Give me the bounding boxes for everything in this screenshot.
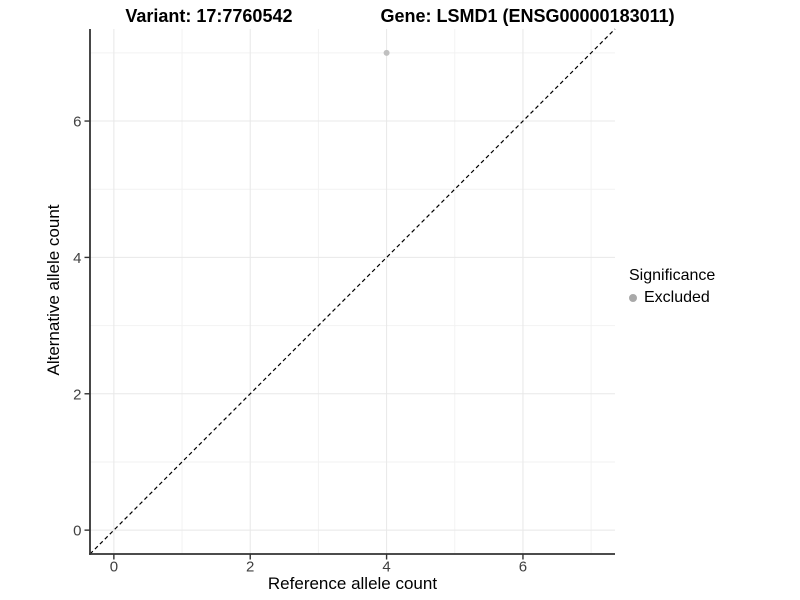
plot-title: Variant: 17:7760542 Gene: LSMD1 (ENSG000… bbox=[0, 6, 800, 27]
y-tick-label: 4 bbox=[73, 250, 81, 267]
legend-item-excluded: Excluded bbox=[629, 289, 715, 307]
plot-title-variant: Variant: 17:7760542 bbox=[125, 6, 293, 26]
x-axis-title: Reference allele count bbox=[267, 574, 438, 593]
x-tick-label: 4 bbox=[382, 559, 390, 576]
y-axis-title: Alternative allele count bbox=[44, 204, 63, 376]
y-tick-label: 0 bbox=[73, 523, 81, 540]
legend-title: Significance bbox=[629, 267, 716, 284]
data-point-excluded bbox=[383, 49, 390, 56]
y-tick-label: 6 bbox=[73, 114, 81, 131]
x-tick-label: 6 bbox=[519, 559, 527, 576]
legend-point-icon bbox=[629, 294, 637, 302]
y-tick-label: 2 bbox=[73, 386, 81, 403]
legend-item-label: Excluded bbox=[644, 289, 710, 306]
x-tick-label: 2 bbox=[246, 559, 254, 576]
legend: Significance Excluded bbox=[629, 267, 715, 307]
identity-dashed-line bbox=[89, 28, 616, 555]
plot-title-gene: Gene: LSMD1 (ENSG00000183011) bbox=[380, 6, 675, 26]
x-tick-label: 0 bbox=[110, 559, 118, 576]
